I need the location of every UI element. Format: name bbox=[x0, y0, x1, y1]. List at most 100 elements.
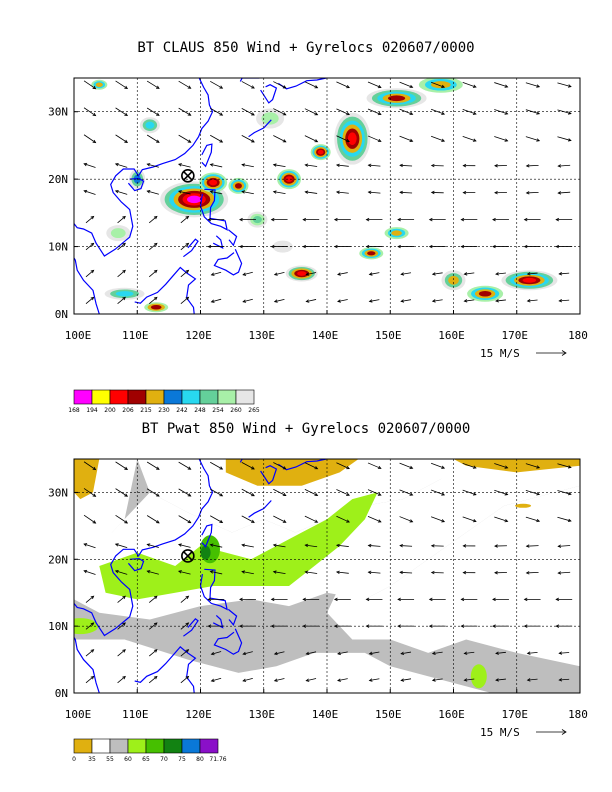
wind-arrow bbox=[494, 463, 508, 469]
wind-arrow bbox=[147, 570, 159, 575]
wind-arrowhead bbox=[282, 112, 287, 116]
wind-arrow bbox=[273, 515, 286, 523]
wind-arrow bbox=[178, 515, 191, 524]
wind-arrowhead bbox=[146, 543, 151, 547]
wind-arrow bbox=[241, 544, 254, 548]
wind-arrowhead bbox=[567, 491, 572, 496]
wind-arrowhead bbox=[430, 190, 435, 195]
wind-arrow bbox=[85, 676, 94, 684]
wind-arrow bbox=[115, 570, 128, 575]
wind-arrow bbox=[148, 676, 158, 684]
cloud-cell bbox=[187, 195, 202, 204]
wind-arrow bbox=[273, 462, 286, 470]
colorbar-label: 71.76 bbox=[209, 756, 226, 763]
wind-arrowhead bbox=[555, 217, 560, 222]
wind-arrow bbox=[430, 462, 445, 469]
wind-arrow bbox=[336, 108, 350, 115]
wind-arrowhead bbox=[124, 139, 129, 143]
wind-arrowhead bbox=[241, 570, 246, 574]
wind-arrow bbox=[557, 109, 572, 114]
cloud-cell bbox=[285, 176, 293, 182]
wind-arrow bbox=[369, 678, 380, 681]
wind-arrowhead bbox=[460, 624, 465, 628]
coastline bbox=[212, 614, 224, 629]
wind-arrowhead bbox=[409, 84, 414, 89]
wind-arrow bbox=[399, 81, 413, 88]
wind-arrow bbox=[85, 243, 94, 251]
x-tick-label: 160E bbox=[438, 329, 465, 342]
wind-arrow bbox=[117, 622, 126, 630]
wind-arrowhead bbox=[346, 465, 350, 470]
wind-arrow bbox=[180, 595, 189, 603]
wind-arrowhead bbox=[367, 570, 372, 575]
wind-arrowhead bbox=[462, 544, 467, 548]
wind-arrow bbox=[432, 299, 443, 302]
wind-arrowhead bbox=[346, 112, 350, 116]
wind-arrowhead bbox=[219, 112, 224, 116]
wind-arrow bbox=[241, 488, 255, 497]
wind-arrowhead bbox=[304, 570, 309, 574]
wind-arrow bbox=[462, 489, 477, 496]
wind-arrow bbox=[211, 677, 222, 682]
wind-arrow bbox=[273, 571, 286, 575]
wind-arrowhead bbox=[494, 544, 498, 548]
cloud-cell bbox=[431, 81, 451, 89]
colorbar-swatch bbox=[145, 738, 165, 754]
wind-arrow bbox=[148, 243, 158, 251]
colorbar-label: 206 bbox=[122, 407, 134, 414]
wind-arrowhead bbox=[409, 492, 414, 496]
wind-arrowhead bbox=[377, 519, 382, 523]
wind-arrow bbox=[367, 81, 382, 88]
wind-arrowhead bbox=[270, 597, 275, 602]
wind-arrowhead bbox=[441, 138, 446, 142]
wind-arrowhead bbox=[92, 493, 97, 497]
wind-arrowhead bbox=[210, 272, 215, 276]
wind-arrowhead bbox=[557, 164, 562, 168]
wind-arrowhead bbox=[185, 269, 190, 274]
wind-arrowhead bbox=[124, 112, 129, 117]
y-tick-label: 10N bbox=[48, 241, 68, 254]
wind-arrow bbox=[274, 271, 285, 276]
wind-arrowhead bbox=[337, 272, 341, 276]
wind-arrowhead bbox=[399, 570, 403, 575]
wind-arrow bbox=[399, 462, 413, 469]
wind-arrowhead bbox=[302, 624, 307, 628]
wind-arrowhead bbox=[492, 244, 496, 249]
wind-arrow bbox=[399, 108, 413, 115]
wind-arrowhead bbox=[124, 466, 129, 470]
wind-arrowhead bbox=[273, 678, 278, 682]
wind-arrow bbox=[526, 571, 539, 574]
wind-arrowhead bbox=[430, 544, 435, 548]
colorbar-swatch bbox=[91, 389, 111, 405]
cloud-cell bbox=[448, 275, 459, 285]
wind-arrowhead bbox=[90, 649, 95, 653]
wind-arrow bbox=[401, 651, 412, 655]
coastline bbox=[239, 78, 260, 82]
wind-arrowhead bbox=[504, 84, 509, 88]
wind-arrow bbox=[462, 82, 477, 88]
wind-arrow bbox=[494, 516, 508, 522]
circle-x-icon bbox=[181, 168, 195, 183]
wind-arrow bbox=[273, 135, 286, 143]
top-map-panel: 100E 110E 120E 130E 140E 150E 160E 170E 180 30N 20… bbox=[48, 77, 588, 414]
wind-arrowhead bbox=[242, 651, 247, 656]
wind-arrowhead bbox=[242, 299, 247, 303]
wind-arrowhead bbox=[492, 217, 496, 222]
wind-arrow bbox=[83, 514, 96, 524]
wind-arrowhead bbox=[525, 571, 530, 575]
wind-arrowhead bbox=[178, 543, 182, 547]
wind-arrow bbox=[305, 164, 318, 167]
wind-arrow bbox=[495, 651, 506, 654]
wind-arrowhead bbox=[430, 163, 435, 168]
wind-arrow bbox=[117, 270, 126, 278]
wind-arrow bbox=[464, 272, 475, 275]
coastline bbox=[213, 628, 243, 655]
wind-arrow bbox=[83, 570, 96, 575]
wind-arrow bbox=[115, 543, 128, 549]
pwat-60-region bbox=[99, 492, 378, 600]
y-tick-label: 30N bbox=[48, 106, 68, 119]
cloud-cell bbox=[347, 132, 357, 145]
wind-reference-arrowhead bbox=[561, 729, 567, 735]
wind-arrow bbox=[180, 296, 189, 305]
